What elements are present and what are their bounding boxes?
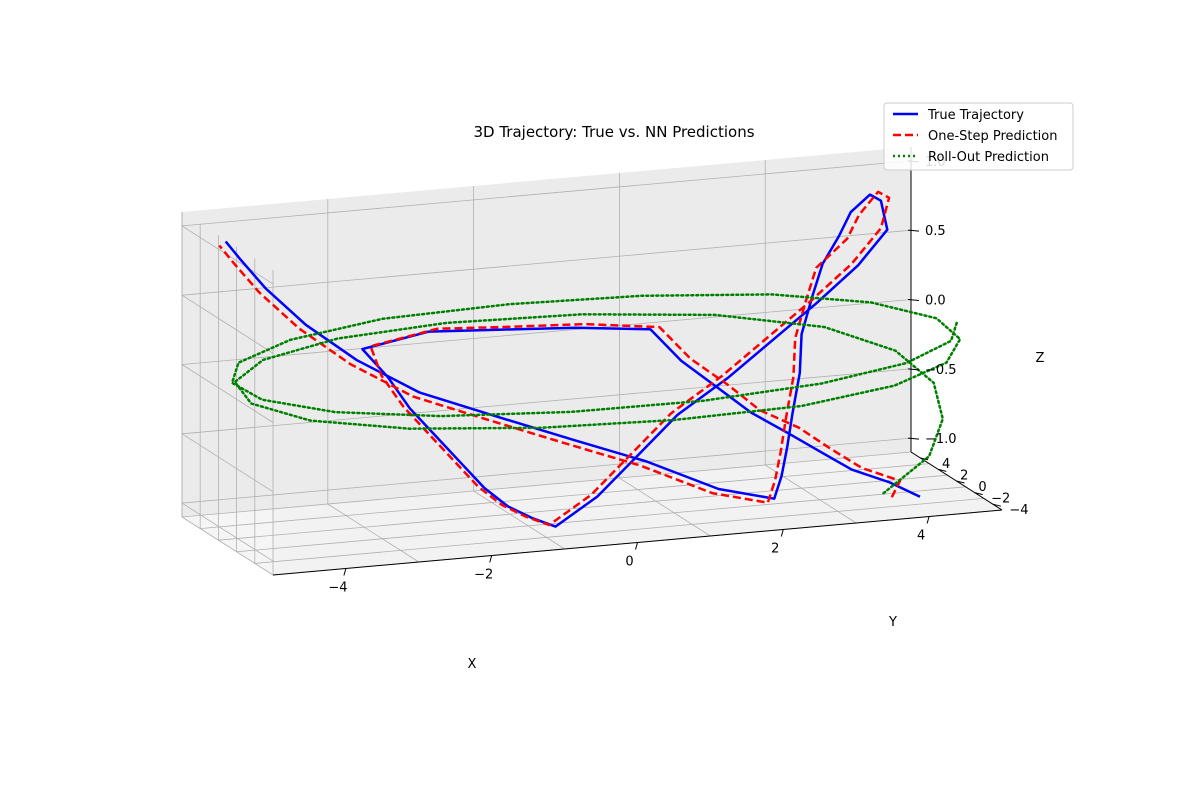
y-gridline [181, 212, 912, 518]
series-layer [218, 190, 962, 528]
z-tick-mark [907, 229, 920, 232]
z-gridline [180, 160, 912, 285]
floor-pane [182, 452, 1002, 575]
z-axis-label: Z [1036, 351, 1045, 366]
z-tick-label: 0.0 [925, 294, 946, 309]
axis-panes [182, 147, 1002, 575]
x-tick-label: 0 [625, 555, 633, 570]
y-gridline [254, 258, 984, 564]
y-tick-label: 0 [978, 480, 986, 495]
chart-title: 3D Trajectory: True vs. NN Predictions [473, 123, 754, 141]
legend-frame [883, 102, 1074, 171]
x-tick-mark [780, 529, 784, 537]
y-tick-label: 4 [942, 457, 950, 472]
legend-label-roll-out: Roll-Out Prediction [928, 150, 1049, 165]
z-tick-label: 0.5 [925, 224, 946, 239]
z-tick-mark [907, 368, 920, 371]
y-gridline [199, 223, 930, 530]
x-gridline [910, 147, 1003, 511]
y-axis-label: Y [888, 615, 897, 630]
z-gridline [180, 368, 912, 493]
z-tick-mark [907, 437, 920, 440]
series-line-1 [218, 190, 902, 527]
x-tick-mark [926, 516, 930, 524]
y-tick-label: −2 [991, 492, 1010, 507]
x-tick-label: −2 [474, 568, 493, 583]
y-tick-label: 2 [960, 468, 968, 483]
series-line-0 [224, 193, 921, 528]
z-gridline [180, 437, 912, 562]
x-tick-label: −4 [328, 581, 347, 596]
z-gridline [180, 299, 912, 423]
y-tick-mark [919, 457, 929, 461]
y-gridline [236, 246, 966, 553]
x-axis-label: X [468, 657, 477, 672]
y-gridline [217, 235, 948, 541]
z-tick-label: −0.5 [925, 363, 957, 378]
y-tick-mark [974, 492, 983, 496]
legend: True Trajectory One-Step Prediction Roll… [883, 102, 1074, 171]
x-tick-mark [343, 568, 347, 576]
z-tick-label: −1.0 [925, 432, 957, 447]
y-tick-mark [956, 480, 965, 484]
legend-label-one-step: One-Step Prediction [928, 129, 1057, 144]
x-tick-label: 4 [917, 529, 925, 544]
y-tick-mark [992, 503, 1002, 507]
series-line-2 [230, 293, 962, 495]
z-gridline [180, 229, 912, 354]
x-tick-mark [489, 555, 493, 563]
z-tick-mark [907, 299, 920, 301]
legend-label-true: True Trajectory [927, 108, 1024, 123]
y-tick-label: −4 [1009, 503, 1028, 518]
y-tick-mark [938, 468, 947, 472]
x-tick-mark [635, 542, 638, 550]
x-tick-label: 2 [771, 542, 779, 557]
